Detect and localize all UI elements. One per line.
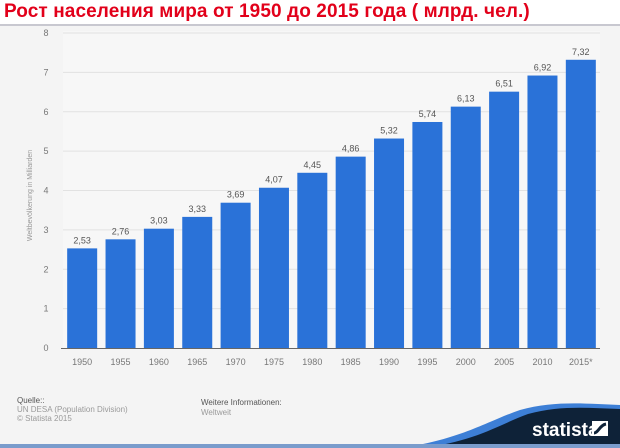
bar <box>220 202 251 348</box>
y-tick-label: 5 <box>43 146 48 156</box>
y-tick-label: 4 <box>43 186 48 196</box>
bar <box>374 138 405 348</box>
x-tick-label: 1975 <box>264 357 284 367</box>
bar <box>182 216 213 348</box>
bar <box>450 106 481 348</box>
source-label: Quelle:: <box>17 396 45 405</box>
plot-background <box>63 31 600 348</box>
bar-value-label: 3,69 <box>227 190 245 200</box>
bar <box>67 248 98 348</box>
bar <box>105 239 136 348</box>
bar <box>297 172 328 348</box>
bar-value-label: 4,45 <box>304 160 322 170</box>
logo-text: statista <box>532 420 599 441</box>
bar-value-label: 2,53 <box>73 235 91 245</box>
logo-swoosh <box>420 407 620 448</box>
y-tick-label: 1 <box>43 304 48 314</box>
source-text: UN DESA (Population Division) <box>17 405 128 414</box>
x-tick-label: 1965 <box>187 357 207 367</box>
x-tick-label: 2015* <box>569 357 593 367</box>
x-tick-label: 1950 <box>72 357 92 367</box>
bar-value-label: 6,51 <box>495 79 513 89</box>
bar-value-label: 7,32 <box>572 47 590 57</box>
bar-value-label: 6,13 <box>457 94 475 104</box>
bar-value-label: 5,32 <box>380 126 398 136</box>
info-text: Weltweit <box>201 408 232 417</box>
bar-value-label: 2,76 <box>112 226 130 236</box>
y-tick-label: 3 <box>43 225 48 235</box>
title-bar: Рост населения мира от 1950 до 2015 года… <box>0 0 620 26</box>
copyright-text: © Statista 2015 <box>17 414 72 423</box>
bar-value-label: 5,74 <box>419 109 437 119</box>
x-tick-label: 1970 <box>226 357 246 367</box>
y-axis-label: Weltbevölkerung in Milliarden <box>27 150 34 241</box>
bar-chart: 0 1 2 3 4 5 6 7 8 Weltbevölkerung in Milliarden 2,… <box>27 28 600 367</box>
bar <box>565 59 596 349</box>
bar <box>489 91 520 348</box>
logo-mark-icon <box>592 421 608 436</box>
logo-swoosh-highlight <box>400 403 620 448</box>
bar <box>258 187 289 348</box>
bar-value-label: 4,07 <box>265 175 283 185</box>
x-tick-label: 1955 <box>111 357 131 367</box>
bottom-border <box>0 444 620 448</box>
bar <box>412 121 443 348</box>
bar-value-label: 4,86 <box>342 144 360 154</box>
x-tick-label: 2000 <box>456 357 476 367</box>
y-tick-label: 7 <box>43 67 48 77</box>
bar-value-label: 3,33 <box>188 204 206 214</box>
x-tick-label: 1960 <box>149 357 169 367</box>
bar <box>527 75 558 349</box>
y-tick-label: 6 <box>43 107 48 117</box>
y-tick-label: 2 <box>43 264 48 274</box>
x-tick-label: 1985 <box>341 357 361 367</box>
y-tick-label: 0 <box>43 343 48 353</box>
y-tick-label: 8 <box>43 28 48 38</box>
x-tick-label: 2010 <box>532 357 552 367</box>
x-tick-label: 1980 <box>302 357 322 367</box>
bar <box>335 156 366 348</box>
bar-value-label: 3,03 <box>150 216 168 226</box>
x-tick-label: 2005 <box>494 357 514 367</box>
info-label: Weitere Informationen: <box>201 398 282 407</box>
x-tick-label: 1990 <box>379 357 399 367</box>
x-tick-label: 1995 <box>417 357 437 367</box>
bar <box>143 228 174 348</box>
bar-value-label: 6,92 <box>534 63 552 73</box>
chart-title: Рост населения мира от 1950 до 2015 года… <box>4 1 530 22</box>
